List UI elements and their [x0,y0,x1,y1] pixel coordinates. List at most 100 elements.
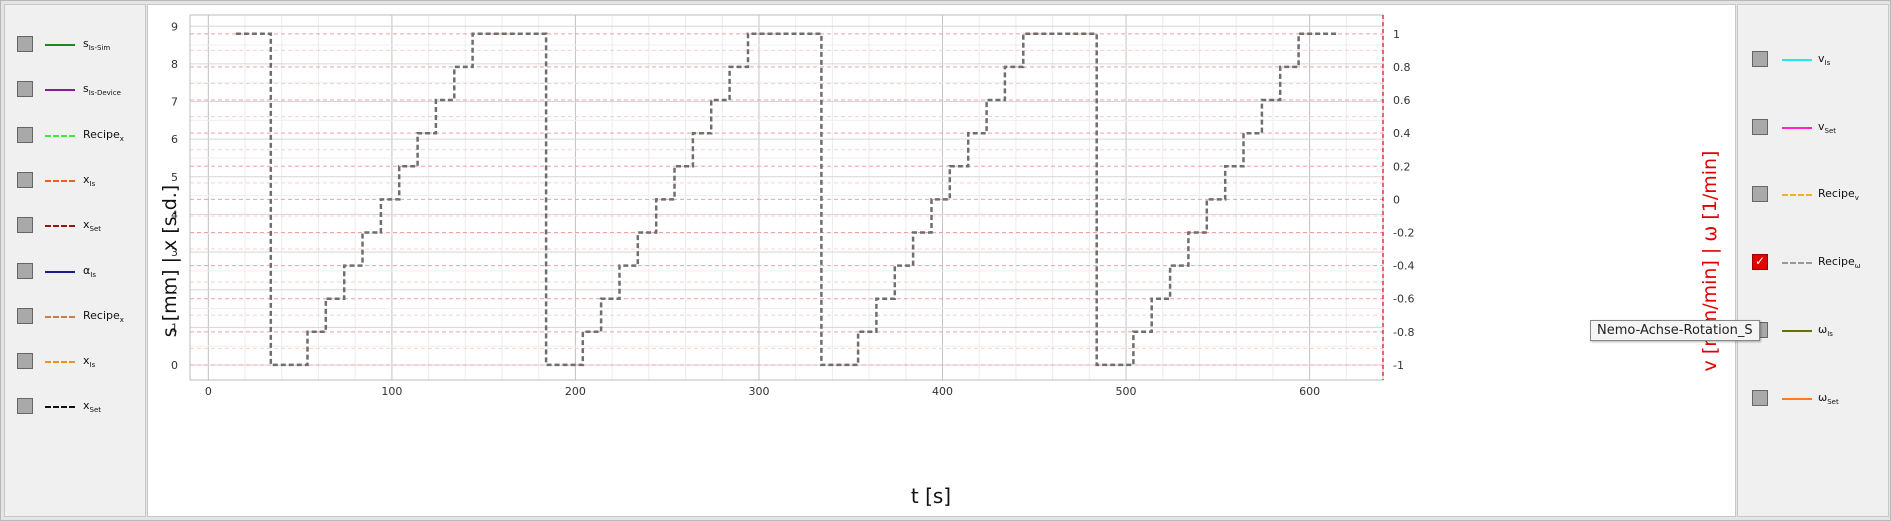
legend-label: vIs [1818,52,1830,67]
legend-label-subscript: Is [1827,329,1833,338]
legend-item[interactable]: xSet [5,395,145,417]
legend-item[interactable]: xIs [5,169,145,191]
legend-label-name: s [83,82,89,96]
legend-item[interactable]: αIs [5,260,145,282]
y-tick-label-left: 3 [171,246,178,259]
legend-label: xIs [83,173,95,188]
legend-label-subscript: v [1854,194,1859,203]
legend-checkbox[interactable] [1752,51,1768,67]
x-tick-label: 200 [565,385,586,398]
y-tick-label-right: -0.8 [1393,326,1414,339]
y-tick-label-left: 1 [171,321,178,334]
y-tick-label-left: 6 [171,133,178,146]
x-axis-label: t [s] [911,484,951,508]
axes-layer: 0 100 200 300 400 500 600 0 1 2 3 4 5 6 7 8 9 1 0.8 0.6 0.4 0… [171,14,1414,398]
legend-line-swatch [1782,262,1812,265]
legend-checkbox[interactable] [1752,186,1768,203]
y-tick-label-left: 7 [171,96,178,109]
plot-border [189,14,1384,381]
legend-label-subscript: Set [1827,397,1839,406]
x-tick-label: 300 [748,385,769,398]
grid-layer [190,15,1383,380]
legend-item[interactable]: ωIs [1738,319,1888,341]
legend-checkbox[interactable] [17,262,33,279]
chart-area: 0 100 200 300 400 500 600 0 1 2 3 4 5 6 7 8 9 1 0.8 0.6 0.4 0… [147,4,1736,517]
legend-checkbox[interactable] [17,81,33,98]
legend-item[interactable]: xSet [5,214,145,236]
legend-item[interactable]: Recipex [5,305,145,327]
left-legend-panel: sIs-Sim sIs-Device Recipex xIs xSet αIs Recipe… [4,4,146,517]
legend-line-swatch [45,134,75,137]
legend-checkbox[interactable] [17,171,33,188]
x-tick-label: 500 [1116,385,1137,398]
legend-label-subscript: Is [89,361,96,370]
legend-label: sIs-Sim [83,37,110,52]
legend-checkbox[interactable] [17,217,33,234]
legend-label: sIs-Device [83,82,121,97]
legend-label: αIs [83,264,96,279]
legend-label-name: Recipe [83,127,120,141]
legend-line-swatch [45,225,75,228]
y-tick-label-right: -0.6 [1393,293,1414,306]
x-tick-label: 0 [205,385,212,398]
legend-item[interactable]: Recipev [1738,183,1888,205]
y-tick-label-left: 0 [171,359,178,372]
legend-item[interactable]: ✓ Recipeω [1738,251,1888,273]
legend-label-name: x [83,354,90,368]
legend-label-subscript: Is-Device [88,89,121,98]
y-axis-label-left: s [mm] | x [s.d.] [159,185,181,337]
check-icon: ✓ [1755,254,1766,269]
legend-line-swatch [1782,59,1812,61]
legend-label-subscript: Set [1824,126,1837,135]
x-tick-label: 600 [1299,385,1320,398]
y-tick-label-left: 9 [171,20,178,33]
y-tick-label-right: -1 [1393,359,1404,372]
y-tick-label-left: 5 [171,171,178,184]
legend-label-subscript: Is-Sim [88,44,111,53]
y-tick-label-right: 1 [1393,28,1400,41]
legend-item[interactable]: vSet [1738,116,1888,138]
legend-label-name: x [83,172,90,186]
legend-checkbox[interactable] [1752,118,1768,135]
y-tick-label-right: 0 [1393,193,1400,206]
y-axis-label-right: v [mm/min] | ω [1/min] [1699,151,1721,372]
legend-label-name: ω [1818,322,1828,336]
legend-checkbox[interactable] [17,36,33,52]
legend-checkbox[interactable] [17,307,33,324]
legend-checkbox[interactable] [17,398,33,415]
legend-label-subscript: Is [89,180,96,189]
legend-item[interactable]: ωSet [1738,387,1888,409]
chart-svg: 0 100 200 300 400 500 600 0 1 2 3 4 5 6 7 8 9 1 0.8 0.6 0.4 0… [159,14,1721,508]
y-tick-label-left: 2 [171,284,178,297]
legend-item[interactable]: vIs [1738,48,1888,70]
x-tick-label: 100 [381,385,402,398]
legend-label: vSet [1818,120,1836,135]
legend-label-name: α [83,263,91,277]
legend-checkbox[interactable] [17,353,33,370]
legend-item[interactable]: xIs [5,350,145,372]
legend-label-name: v [1818,52,1825,65]
y-tick-label-right: 0.4 [1393,127,1411,140]
legend-label-name: ω [1818,390,1828,404]
y-tick-label-left: 8 [171,58,178,71]
legend-line-swatch [45,406,75,409]
legend-line-swatch [1782,397,1812,400]
legend-line-swatch [45,179,75,182]
legend-label: ωIs [1818,323,1833,338]
legend-label-subscript: ω [1854,262,1861,271]
legend-checkbox[interactable]: ✓ [1752,254,1768,271]
right-legend-panel: vIs vSet Recipev ✓ Recipeω ωIs ωSet [1737,4,1889,517]
legend-checkbox[interactable] [17,126,33,143]
legend-item[interactable]: Recipex [5,124,145,146]
y-tick-label-right: 0.8 [1393,61,1411,74]
legend-item[interactable]: sIs-Device [5,78,145,100]
legend-label: Recipeω [1818,255,1861,270]
legend-label: xSet [83,218,101,233]
legend-item[interactable]: sIs-Sim [5,33,145,55]
legend-label-subscript: Is [90,270,96,279]
legend-label: xSet [83,399,101,414]
legend-checkbox[interactable] [1752,389,1768,406]
legend-label-name: x [83,399,90,413]
legend-label-name: v [1818,119,1825,133]
legend-label-subscript: x [119,134,124,143]
